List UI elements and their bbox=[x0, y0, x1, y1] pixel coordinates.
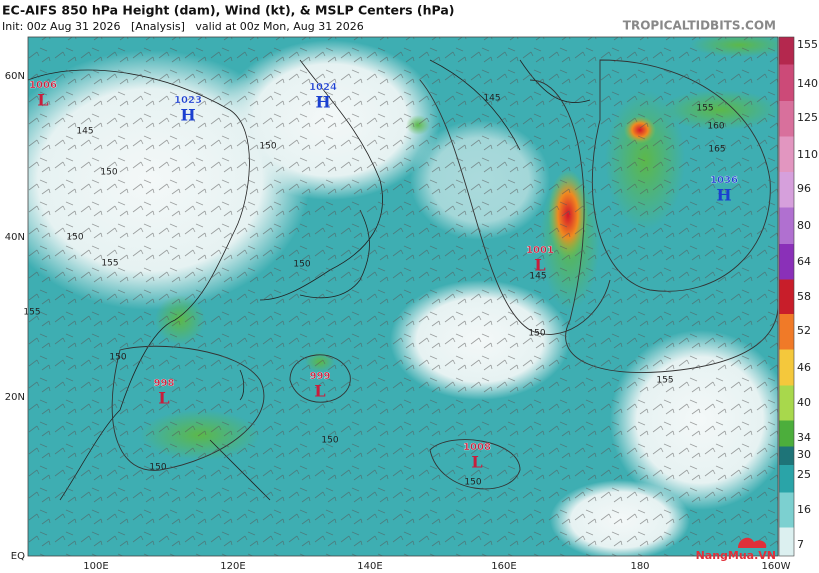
pressure-value: 1024 bbox=[309, 82, 337, 93]
contour-label: 150 bbox=[66, 233, 83, 243]
colorbar-label: 34 bbox=[797, 431, 811, 444]
pressure-value: 1023 bbox=[174, 95, 202, 106]
colorbar-label: 16 bbox=[797, 503, 811, 516]
colorbar-segment bbox=[779, 172, 794, 208]
contour-label: 150 bbox=[464, 478, 481, 488]
colorbar-label: 52 bbox=[797, 324, 811, 337]
pressure-symbol: H bbox=[716, 186, 731, 205]
colorbar-label: 58 bbox=[797, 290, 811, 303]
contour-label: 150 bbox=[259, 142, 276, 152]
colorbar-segment bbox=[779, 385, 794, 421]
colorbar-segment bbox=[779, 207, 794, 244]
contour-label: 145 bbox=[529, 272, 546, 282]
colorbar-frame bbox=[778, 36, 795, 557]
colorbar-segment bbox=[779, 64, 794, 101]
pressure-symbol: H bbox=[315, 93, 330, 112]
colorbar-label: 30 bbox=[797, 448, 811, 461]
contour-label: 150 bbox=[321, 436, 338, 446]
lon-label: 100E bbox=[83, 561, 108, 572]
pressure-symbol: L bbox=[158, 389, 169, 408]
colorbar-label: 155 bbox=[797, 38, 818, 51]
lon-label: 160E bbox=[491, 561, 516, 572]
pressure-value: 1001 bbox=[526, 245, 554, 256]
contour-label: 150 bbox=[109, 353, 126, 363]
contour-label: 165 bbox=[708, 145, 725, 155]
colorbar-segment bbox=[779, 420, 794, 447]
pressure-value: 999 bbox=[310, 371, 331, 382]
contour-label: 155 bbox=[23, 308, 40, 318]
pressure-value: 1008 bbox=[463, 442, 491, 453]
colorbar-label: 80 bbox=[797, 219, 811, 232]
pressure-value: 998 bbox=[154, 378, 175, 389]
subtitle: Init: 00z Aug 31 2026 [Analysis] valid a… bbox=[2, 20, 364, 33]
contour-label: 160 bbox=[707, 122, 724, 132]
colorbar-segment bbox=[779, 349, 794, 386]
lat-label: 40N bbox=[5, 232, 25, 243]
pressure-value: 1036 bbox=[710, 175, 738, 186]
pressure-symbol: L bbox=[314, 382, 325, 401]
colorbar-segment bbox=[779, 465, 794, 493]
colorbar-segment bbox=[779, 527, 794, 556]
colorbar-label: 96 bbox=[797, 182, 811, 195]
colorbar-segment bbox=[779, 314, 794, 350]
colorbar: 155 140 125 110 96 80 64 58 52 46 40 34 30 25 16 7 bbox=[778, 36, 818, 557]
colorbar-label: 40 bbox=[797, 396, 811, 409]
colorbar-label: 110 bbox=[797, 148, 818, 161]
colorbar-label: 64 bbox=[797, 255, 811, 268]
lon-label: 160W bbox=[762, 561, 791, 572]
title: EC-AIFS 850 hPa Height (dam), Wind (kt),… bbox=[2, 3, 455, 18]
pressure-value: 1006 bbox=[29, 80, 57, 91]
source: TROPICALTIDBITS.COM bbox=[623, 19, 776, 33]
colorbar-segment bbox=[779, 37, 794, 65]
lat-label: 20N bbox=[5, 392, 25, 403]
colorbar-segment bbox=[779, 279, 794, 314]
lon-label: 180 bbox=[630, 561, 649, 572]
pressure-symbol: L bbox=[471, 453, 482, 472]
lat-label: 60N bbox=[5, 71, 25, 82]
colorbar-segment bbox=[779, 446, 794, 465]
contour-label: 150 bbox=[100, 168, 117, 178]
lon-label: 140E bbox=[357, 561, 382, 572]
contour-label: 145 bbox=[76, 127, 93, 137]
map-frame bbox=[27, 36, 779, 557]
colorbar-segment bbox=[779, 136, 794, 172]
contour-label: 155 bbox=[656, 376, 673, 386]
watermark: NangMua.VN bbox=[696, 549, 776, 562]
pressure-symbol: L bbox=[534, 256, 545, 275]
watermark-icon bbox=[738, 537, 767, 548]
colorbar-label: 125 bbox=[797, 111, 818, 124]
contour-label: 150 bbox=[149, 463, 166, 473]
colorbar-segment bbox=[779, 492, 794, 528]
contour-label: 150 bbox=[528, 329, 545, 339]
colorbar-segment bbox=[779, 244, 794, 280]
map-field bbox=[28, 37, 778, 556]
colorbar-label: 140 bbox=[797, 77, 818, 90]
contour-label: 150 bbox=[293, 260, 310, 270]
contour-label: 145 bbox=[483, 94, 500, 104]
contour-label: 155 bbox=[101, 259, 118, 269]
colorbar-label: 7 bbox=[797, 538, 804, 551]
contour-label: 155 bbox=[696, 104, 713, 114]
colorbar-label: 25 bbox=[797, 468, 811, 481]
colorbar-label: 46 bbox=[797, 361, 811, 374]
lat-label: EQ bbox=[11, 551, 25, 562]
pressure-symbol: L bbox=[37, 91, 48, 110]
colorbar-segment bbox=[779, 101, 794, 137]
lon-label: 120E bbox=[220, 561, 245, 572]
pressure-symbol: H bbox=[180, 106, 195, 125]
